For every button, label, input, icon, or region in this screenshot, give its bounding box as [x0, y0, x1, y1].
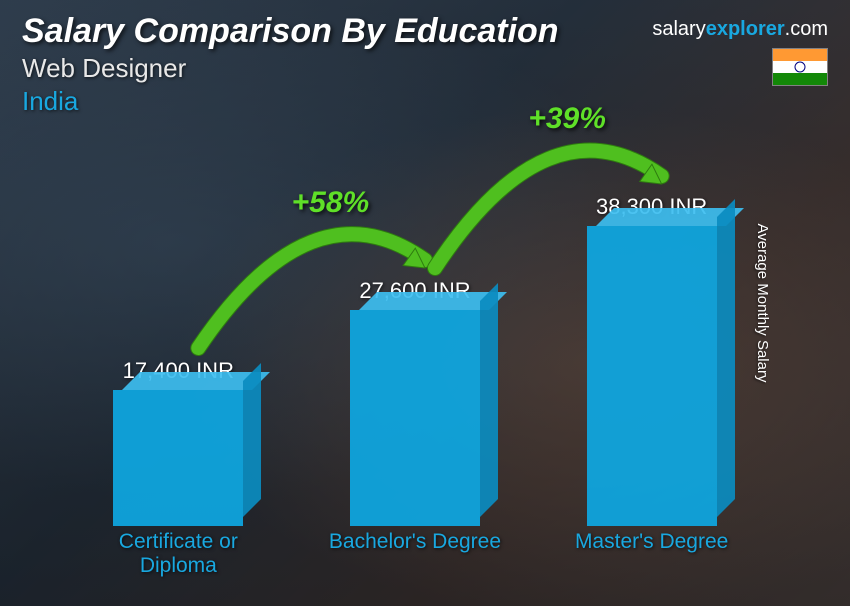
brand-suffix: .com: [785, 18, 828, 40]
flag-wheel-icon: [795, 62, 806, 73]
y-axis-label: Average Monthly Salary: [754, 224, 771, 383]
brand-accent: explorer: [706, 18, 785, 40]
flag-stripe-mid: [773, 61, 827, 73]
brand-logo: salaryexplorer.com: [652, 18, 828, 41]
chart-subtitle: Web Designer: [22, 53, 828, 84]
percent-increase-label: +58%: [292, 186, 370, 220]
flag-india: [772, 48, 828, 86]
brand-plain: salary: [652, 18, 705, 40]
chart-country: India: [22, 86, 828, 117]
flag-stripe-bottom: [773, 73, 827, 85]
flag-stripe-top: [773, 49, 827, 61]
